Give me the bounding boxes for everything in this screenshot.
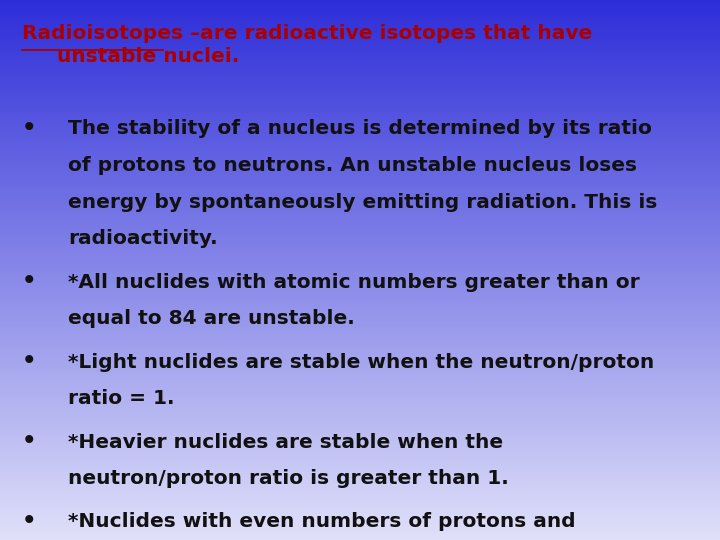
- Text: radioactivity.: radioactivity.: [68, 230, 218, 248]
- Text: *All nuclides with atomic numbers greater than or: *All nuclides with atomic numbers greate…: [68, 273, 640, 292]
- Text: •: •: [22, 510, 36, 533]
- Text: •: •: [22, 117, 36, 140]
- Text: of protons to neutrons. An unstable nucleus loses: of protons to neutrons. An unstable nucl…: [68, 156, 637, 175]
- Text: The stability of a nucleus is determined by its ratio: The stability of a nucleus is determined…: [68, 119, 652, 138]
- Text: Radioisotopes –are radioactive isotopes that have
     unstable nuclei.: Radioisotopes –are radioactive isotopes …: [22, 24, 592, 66]
- Text: •: •: [22, 270, 36, 293]
- Text: energy by spontaneously emitting radiation. This is: energy by spontaneously emitting radiati…: [68, 193, 658, 212]
- Text: •: •: [22, 430, 36, 453]
- Text: ratio = 1.: ratio = 1.: [68, 389, 175, 408]
- Text: *Heavier nuclides are stable when the: *Heavier nuclides are stable when the: [68, 433, 503, 451]
- Text: *Light nuclides are stable when the neutron/proton: *Light nuclides are stable when the neut…: [68, 353, 654, 372]
- Text: equal to 84 are unstable.: equal to 84 are unstable.: [68, 309, 355, 328]
- Text: •: •: [22, 350, 36, 373]
- Text: *Nuclides with even numbers of protons and: *Nuclides with even numbers of protons a…: [68, 512, 576, 531]
- Text: neutron/proton ratio is greater than 1.: neutron/proton ratio is greater than 1.: [68, 469, 509, 488]
